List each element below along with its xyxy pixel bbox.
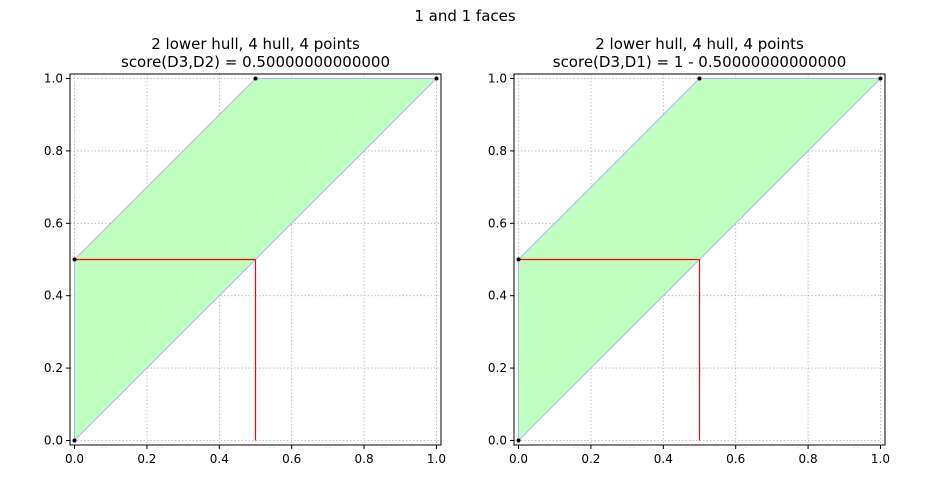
y-tick-label-0: 0.0 (488, 433, 507, 447)
data-point-1 (516, 438, 521, 443)
y-tick-label-3: 0.6 (44, 216, 63, 230)
data-point-2 (516, 257, 521, 262)
y-tick-label-2: 0.4 (44, 289, 63, 303)
y-tick-label-5: 1.0 (44, 72, 63, 86)
subplot-title-line-1: 2 lower hull, 4 hull, 4 points (151, 35, 360, 53)
data-point-2 (72, 257, 77, 262)
y-tick-label-1: 0.2 (488, 361, 507, 375)
y-tick-label-1: 0.2 (44, 361, 63, 375)
figure-title: 1 and 1 faces (414, 7, 516, 25)
x-tick-label-5: 1.0 (871, 452, 890, 466)
x-tick-label-1: 0.2 (581, 452, 600, 466)
y-tick-label-4: 0.8 (44, 144, 63, 158)
y-tick-label-5: 1.0 (488, 72, 507, 86)
data-point-4 (434, 76, 439, 81)
y-tick-label-0: 0.0 (44, 433, 63, 447)
subplot-title-line-1: 2 lower hull, 4 hull, 4 points (595, 35, 804, 53)
x-tick-label-0: 0.0 (65, 452, 84, 466)
x-tick-label-0: 0.0 (509, 452, 528, 466)
data-point-4 (878, 76, 883, 81)
y-tick-label-3: 0.6 (488, 216, 507, 230)
x-tick-label-3: 0.6 (282, 452, 301, 466)
x-tick-label-4: 0.8 (355, 452, 374, 466)
axes-frame (513, 73, 886, 446)
y-tick-label-4: 0.8 (488, 144, 507, 158)
x-tick-label-1: 0.2 (137, 452, 156, 466)
x-tick-label-2: 0.4 (654, 452, 673, 466)
subplot-right: 2 lower hull, 4 hull, 4 pointsscore(D3,D… (488, 35, 890, 466)
x-tick-label-5: 1.0 (427, 452, 446, 466)
subplot-title-line-2: score(D3,D1) = 1 - 0.50000000000000 (553, 53, 846, 71)
x-tick-label-2: 0.4 (210, 452, 229, 466)
subplot-left: 2 lower hull, 4 hull, 4 pointsscore(D3,D… (44, 35, 446, 466)
x-tick-label-3: 0.6 (726, 452, 745, 466)
x-tick-label-4: 0.8 (799, 452, 818, 466)
data-point-3 (253, 76, 258, 81)
axes-frame (69, 73, 442, 446)
subplot-title-line-2: score(D3,D2) = 0.50000000000000 (121, 53, 390, 71)
y-tick-label-2: 0.4 (488, 289, 507, 303)
data-point-3 (697, 76, 702, 81)
data-point-1 (72, 438, 77, 443)
